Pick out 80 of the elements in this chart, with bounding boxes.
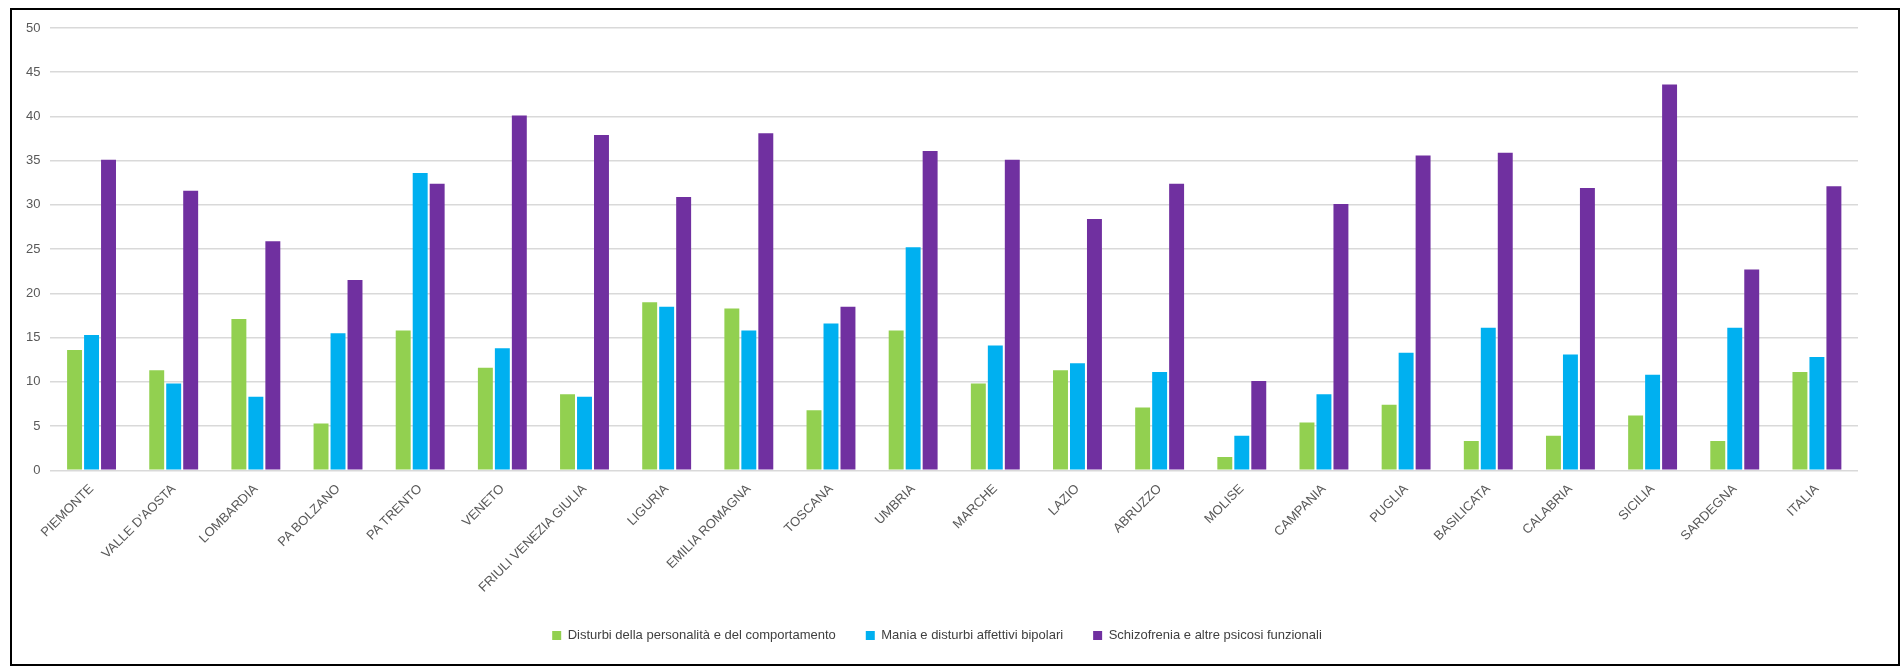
bar: [511, 115, 527, 470]
y-tick-label: 10: [25, 373, 41, 389]
y-tick-label: 50: [25, 19, 41, 35]
bar: [429, 183, 445, 470]
bar: [888, 330, 904, 470]
bar: [659, 306, 675, 470]
bar: [1826, 186, 1842, 470]
bar: [1480, 327, 1496, 470]
bar: [67, 349, 83, 470]
y-tick-label: 25: [25, 240, 41, 256]
bar: [347, 280, 363, 470]
bar: [149, 370, 165, 470]
bar: [1662, 84, 1678, 470]
bar: [1792, 372, 1808, 470]
bar: [1628, 415, 1644, 470]
bar: [560, 394, 575, 470]
bar: [1251, 380, 1267, 470]
bar: [970, 383, 986, 470]
legend-label: Mania e disturbi affettivi bipolari: [881, 627, 1064, 643]
bar: [395, 330, 411, 470]
y-tick-label: 35: [25, 152, 41, 168]
bar: [265, 241, 281, 470]
bar: [823, 323, 839, 470]
bar: [1809, 357, 1825, 470]
y-tick-label: 5: [33, 417, 41, 433]
bar: [1415, 155, 1431, 470]
bar: [231, 319, 247, 470]
bar: [741, 330, 757, 470]
y-tick-label: 15: [25, 329, 41, 345]
bar: [101, 159, 116, 470]
bar: [1497, 152, 1513, 470]
bar: [1169, 183, 1185, 470]
bar: [1053, 370, 1068, 470]
bar: [1398, 352, 1414, 470]
bar: [676, 196, 692, 470]
bar: [1463, 441, 1479, 470]
bar: [1545, 435, 1561, 470]
bar: [494, 348, 510, 470]
y-tick-label: 40: [25, 108, 41, 124]
bar: [724, 308, 740, 470]
bar: [577, 396, 592, 470]
bar: [1579, 188, 1595, 470]
legend-label: Schizofrenia e altre psicosi funzionali: [1108, 627, 1322, 643]
bar: [1086, 219, 1102, 470]
bar: [1004, 159, 1020, 470]
bar: [922, 150, 938, 470]
y-tick-label: 0: [33, 461, 41, 477]
bar: [84, 334, 100, 470]
bar: [758, 133, 774, 470]
bar: [594, 135, 609, 470]
bar: [1299, 422, 1315, 470]
bar: [905, 247, 921, 470]
bar: [477, 367, 493, 470]
bar: [330, 333, 346, 470]
bar: [1217, 457, 1233, 470]
bar: [1234, 435, 1250, 470]
y-tick-label: 30: [25, 196, 41, 212]
bar: [987, 345, 1003, 470]
bar: [1152, 372, 1168, 470]
bar: [1744, 269, 1760, 470]
bar: [1070, 363, 1085, 470]
bar: [166, 383, 182, 470]
bar: [1645, 374, 1661, 470]
bar: [1710, 441, 1726, 470]
bar: [183, 190, 199, 470]
bar: [1135, 407, 1151, 470]
y-tick-label: 20: [25, 284, 41, 300]
bar: [248, 396, 264, 470]
bar: [1727, 327, 1743, 470]
bar: [1381, 404, 1397, 470]
y-tick-label: 45: [25, 63, 41, 79]
bar: [412, 173, 428, 470]
bar: [806, 410, 822, 470]
bar: [313, 423, 329, 470]
bar: [840, 306, 856, 470]
bar: [1316, 394, 1332, 470]
bar: [642, 302, 658, 470]
bar: [1333, 204, 1349, 470]
legend-label: Disturbi della personalità e del comportamento: [567, 627, 836, 643]
bar: [1562, 354, 1578, 470]
